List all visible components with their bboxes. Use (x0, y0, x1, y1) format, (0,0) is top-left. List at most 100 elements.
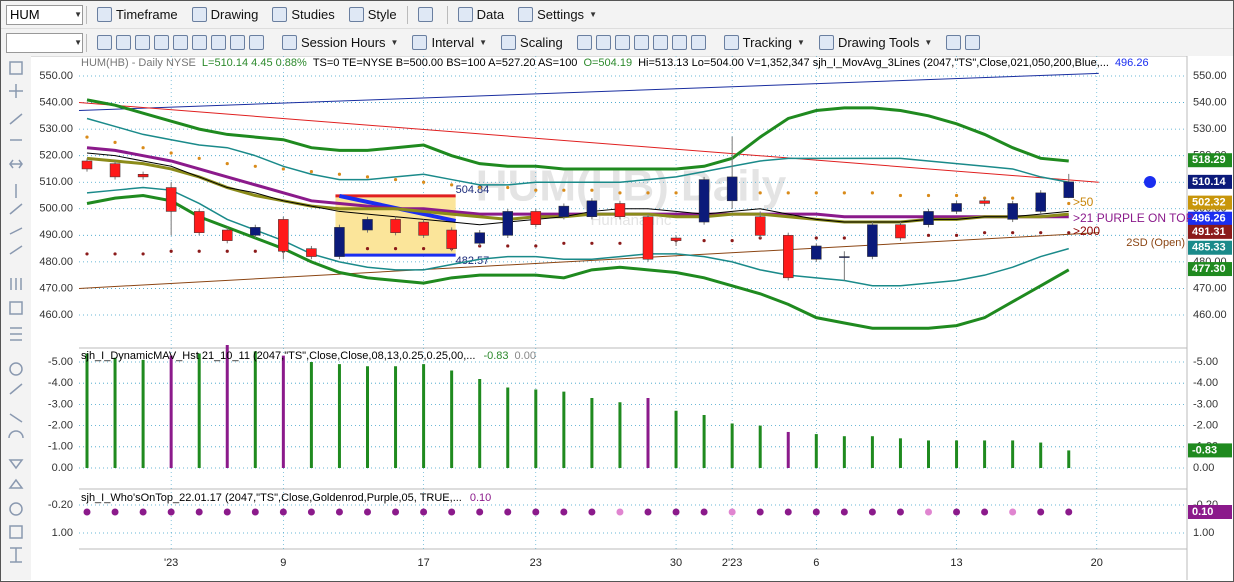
state-dot (560, 508, 568, 516)
state-dot (335, 508, 343, 516)
candle-body (474, 232, 485, 244)
ma-dot (842, 191, 846, 195)
x-tick-label: 6 (813, 557, 819, 569)
label: Tracking (742, 35, 793, 50)
state-dot (167, 508, 175, 516)
state-dot (279, 508, 287, 516)
menu-session[interactable]: Session Hours ▼ (282, 35, 398, 50)
candle-body (839, 256, 850, 258)
style-icons[interactable] (576, 35, 710, 50)
interval-box[interactable]: ▼ (6, 32, 83, 53)
y-tick-label: -4.00 (1193, 377, 1218, 389)
menu-drawing[interactable]: Drawing (191, 7, 258, 22)
label: Timeframe (116, 7, 178, 22)
state-dot (672, 508, 680, 516)
y-tick-label: 460.00 (1193, 309, 1227, 321)
indicator-line (86, 193, 1070, 330)
y-tick-label-left: -5.00 (48, 356, 73, 368)
ma-dot (281, 167, 285, 171)
x-tick-label: 9 (280, 557, 286, 569)
candle-body (754, 216, 766, 236)
ma-dot (618, 191, 622, 195)
state-dot (700, 508, 708, 516)
menu-timeframe[interactable]: Timeframe (97, 7, 178, 22)
candle-body (783, 235, 794, 279)
ma-dot (562, 241, 566, 245)
ma-dot (422, 180, 426, 184)
ma-dot (898, 193, 903, 198)
ma-dot (393, 177, 398, 182)
candle-body (1007, 203, 1018, 220)
y-tick-label-left: 520.00 (39, 150, 73, 162)
menu-data[interactable]: Data (457, 7, 504, 22)
ma-dot (337, 172, 342, 176)
candle-body (390, 219, 401, 233)
menu-layout[interactable] (417, 7, 437, 22)
candle-body (558, 205, 570, 217)
indicator-line (86, 117, 1069, 186)
y-tick-label: -5.00 (1193, 356, 1218, 368)
ma-dot (814, 236, 818, 240)
menu-drawing-tools[interactable]: Drawing Tools ▼ (818, 35, 932, 50)
state-dot (728, 508, 736, 516)
ma-dot (450, 183, 454, 187)
price-badge (1188, 153, 1232, 168)
annotation: >50 (1073, 195, 1094, 209)
ma-dot (197, 249, 201, 253)
menu-studies[interactable]: Studies (272, 7, 335, 22)
symbol-box[interactable]: HUM ▼ (6, 4, 83, 25)
candle-body (418, 221, 429, 236)
tool-icons[interactable] (97, 35, 268, 50)
candle-body (867, 224, 878, 257)
ma-dot (365, 175, 370, 179)
alert-dot[interactable] (1144, 176, 1156, 188)
candle-body (137, 174, 149, 178)
state-dot (1037, 508, 1045, 516)
menu-tracking[interactable]: Tracking ▼ (723, 35, 805, 50)
candle-body (165, 187, 177, 212)
x-tick-label: 20 (1091, 557, 1103, 569)
price-badge (1188, 211, 1232, 226)
menu-interval[interactable]: Interval ▼ (412, 35, 487, 50)
x-tick-label: 17 (417, 557, 429, 569)
annotation: >200 (1073, 224, 1100, 238)
header-field: O=504.19 (583, 57, 632, 69)
price-badge (1188, 174, 1232, 189)
study-name: sjh_I_DynamicMAV_Hst 21_10_11 (2047,"TS"… (81, 350, 475, 362)
state-dot (868, 508, 876, 516)
pane3-header: sjh_I_Who'sOnTop_22.01.17 (2047,"TS",Clo… (81, 492, 491, 504)
menu-settings[interactable]: Settings ▼ (518, 7, 597, 22)
state-dot (953, 508, 961, 516)
price-badge (1188, 262, 1232, 277)
header-field: 496.26 (1115, 57, 1149, 69)
indicator-line (86, 98, 1069, 171)
ma-dot (674, 191, 678, 195)
y-tick-label: 1.00 (1193, 527, 1214, 539)
menu-scaling[interactable]: Scaling (501, 35, 563, 50)
price-badge (1188, 224, 1232, 239)
state-dot (448, 508, 456, 516)
menu-style[interactable]: Style (348, 7, 397, 22)
extra-icons[interactable] (946, 35, 984, 50)
ma-dot (590, 241, 594, 245)
candle-body (1035, 192, 1046, 212)
x-tick-label: 13 (950, 557, 962, 569)
state-dot (83, 508, 91, 516)
main-header: HUM(HB) - Daily NYSE L=510.14 4.45 0.88% T… (81, 57, 1149, 69)
state-dot (195, 508, 203, 516)
y-tick-label: 0.00 (1193, 462, 1214, 474)
candle-body (1063, 181, 1074, 198)
ma-dot (926, 193, 931, 198)
chart: HUM(HB) Daily Humana Inc 550.00550.00540… (1, 56, 1233, 580)
state-dot (840, 508, 848, 516)
ma-dot (1011, 196, 1015, 200)
label: Scaling (520, 35, 563, 50)
ma-dot (983, 231, 987, 235)
y-tick-label-left: 480.00 (39, 256, 73, 268)
candle-body (306, 248, 317, 257)
price-badge-label: -0.83 (1192, 444, 1217, 456)
candle-body (334, 227, 345, 257)
ma-dot (253, 164, 257, 168)
candle-body (502, 211, 513, 236)
